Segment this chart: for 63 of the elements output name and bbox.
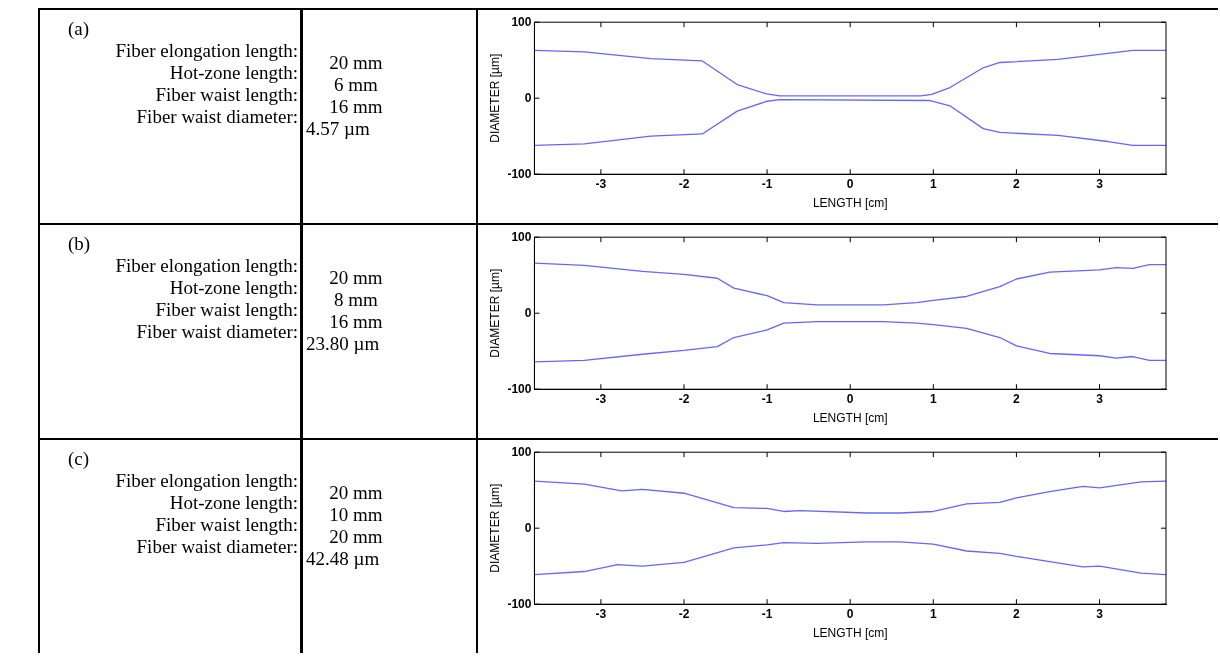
text: 20 mm	[328, 482, 384, 504]
x-axis-title: LENGTH [cm]	[812, 626, 888, 641]
x-tick-label: 0	[846, 176, 854, 191]
y-axis-title: DIAMETER [µm]	[487, 268, 502, 358]
text: Fiber waist diameter:	[136, 321, 298, 343]
text: Hot-zone length:	[169, 62, 298, 84]
x-tick-label: 1	[929, 391, 937, 406]
x-tick-label: 1	[929, 176, 937, 191]
y-tick-label: 0	[524, 305, 532, 320]
x-axis-title: LENGTH [cm]	[812, 196, 888, 211]
x-tick-label: 3	[1096, 176, 1104, 191]
x-tick-label: -2	[678, 176, 690, 191]
y-tick-label: -100	[507, 381, 532, 396]
y-tick-label: 100	[511, 14, 532, 29]
text: 42.48 µm	[306, 548, 381, 570]
text: 23.80 µm	[306, 333, 381, 355]
x-tick-label: -3	[595, 391, 607, 406]
text: Fiber elongation length:	[115, 255, 298, 277]
text: (c)	[68, 448, 90, 470]
y-tick-label: 0	[524, 90, 532, 105]
x-tick-label: 2	[1013, 606, 1021, 621]
x-tick-label: 2	[1013, 176, 1021, 191]
y-tick-label: 100	[511, 229, 532, 244]
text: (a)	[68, 18, 90, 40]
x-axis-title: LENGTH [cm]	[812, 411, 888, 426]
x-tick-label: -3	[595, 606, 607, 621]
x-tick-label: -2	[678, 391, 690, 406]
x-tick-label: -2	[678, 606, 690, 621]
x-tick-label: -1	[761, 606, 773, 621]
text: 16 mm	[328, 311, 384, 333]
x-tick-label: -1	[761, 391, 773, 406]
x-tick-label: 0	[846, 606, 854, 621]
text: 6 mm	[333, 74, 379, 96]
text: Fiber waist diameter:	[136, 536, 298, 558]
y-axis-title: DIAMETER [µm]	[487, 53, 502, 143]
text: Fiber waist diameter:	[136, 106, 298, 128]
x-tick-label: 1	[929, 606, 937, 621]
text: Hot-zone length:	[169, 277, 298, 299]
y-tick-label: -100	[507, 596, 532, 611]
x-tick-label: 0	[846, 391, 854, 406]
text: 20 mm	[328, 52, 384, 74]
text: Hot-zone length:	[169, 492, 298, 514]
text: Fiber elongation length:	[115, 40, 298, 62]
x-tick-label: 3	[1096, 391, 1104, 406]
y-tick-label: -100	[507, 166, 532, 181]
x-tick-label: -1	[761, 176, 773, 191]
text: Fiber waist length:	[155, 84, 298, 106]
y-axis-title: DIAMETER [µm]	[487, 483, 502, 573]
x-tick-label: 3	[1096, 606, 1104, 621]
text: Fiber elongation length:	[115, 470, 298, 492]
text: 16 mm	[328, 96, 384, 118]
text: Fiber waist length:	[155, 514, 298, 536]
y-tick-label: 0	[524, 520, 532, 535]
x-tick-label: -3	[595, 176, 607, 191]
y-tick-label: 100	[511, 444, 532, 459]
x-tick-label: 2	[1013, 391, 1021, 406]
text: Fiber waist length:	[155, 299, 298, 321]
text: 4.57 µm	[306, 118, 371, 140]
text: (b)	[68, 233, 91, 255]
text: 10 mm	[328, 504, 384, 526]
text: 20 mm	[328, 526, 384, 548]
text: 8 mm	[333, 289, 379, 311]
text: 20 mm	[328, 267, 384, 289]
